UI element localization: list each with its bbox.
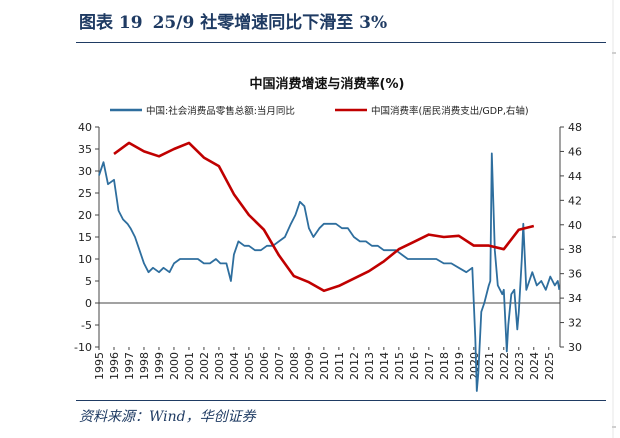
right-y-tick-label: 36 [568,268,582,281]
left-y-tick-label: 5 [85,275,92,288]
x-tick-label: 2007 [273,352,286,380]
x-tick-label: 2025 [543,352,556,380]
legend: 中国:社会消费品零售总额:当月同比 中国消费率(居民消费支出/GDP,右轴) [110,105,529,117]
right-edge-mark [612,236,616,238]
left-y-tick-label: 10 [78,253,92,266]
left-y-tick-label: 20 [78,209,92,222]
figure-title: 图表 19 25/9 社零增速同比下滑至 3% [79,8,397,33]
x-tick-label: 2018 [438,352,451,380]
x-tick-label: 2006 [258,352,271,380]
x-tick-label: 2010 [318,352,331,380]
right-y-tick-label: 30 [568,341,582,354]
series-line-retail-sales [98,152,561,392]
right-y-tick-label: 46 [568,145,582,158]
axes: 4035302520151050-5-104846444240383634323… [74,121,582,380]
right-edge-mark [612,52,616,54]
series-line-consumption-rate [113,141,535,293]
x-tick-label: 2014 [378,352,391,380]
x-tick-label: 2000 [168,352,181,380]
x-tick-label: 1999 [153,352,166,380]
title-divider [76,42,606,43]
right-y-tick-label: 42 [568,194,582,207]
source-divider [76,400,606,401]
left-y-tick-label: 35 [78,143,92,156]
left-y-tick-label: -5 [81,319,92,332]
x-tick-label: 1998 [138,352,151,380]
right-y-tick-label: 48 [568,121,582,134]
right-y-tick-label: 44 [568,170,582,183]
left-y-tick-label: -10 [74,341,92,354]
x-tick-label: 2024 [528,352,541,380]
x-tick-label: 2012 [348,352,361,380]
figure-label: 图表 19 [79,13,143,33]
right-y-tick-label: 38 [568,243,582,256]
x-tick-label: 2016 [408,352,421,380]
x-tick-label: 2003 [213,352,226,380]
figure-caption: 25/9 社零增速同比下滑至 3% [152,13,388,33]
x-tick-label: 2004 [228,352,241,380]
chart-title: 中国消费增速与消费率(%) [250,76,405,92]
right-y-tick-label: 32 [568,317,582,330]
x-tick-label: 2017 [423,352,436,380]
left-y-tick-label: 0 [85,297,92,310]
x-tick-label: 2009 [303,352,316,380]
right-y-tick-label: 40 [568,219,582,232]
x-tick-label: 2002 [198,352,211,380]
x-tick-label: 2011 [333,352,346,380]
x-tick-label: 2008 [288,352,301,380]
left-y-tick-label: 40 [78,121,92,134]
x-tick-label: 2023 [513,352,526,380]
x-tick-label: 2015 [393,352,406,380]
x-tick-label: 1997 [123,352,136,380]
series-group [98,141,561,392]
right-y-tick-label: 34 [568,292,582,305]
left-y-tick-label: 30 [78,165,92,178]
source-note: 资料来源：Wind，华创证券 [79,409,256,425]
x-tick-label: 2013 [363,352,376,380]
legend-label-consumption-rate: 中国消费率(居民消费支出/GDP,右轴) [371,105,529,117]
x-tick-label: 2021 [483,352,496,380]
right-edge-mark [612,426,616,428]
legend-label-sales: 中国:社会消费品零售总额:当月同比 [146,105,295,117]
left-y-tick-label: 15 [78,231,92,244]
x-tick-label: 1996 [108,352,121,380]
left-y-tick-label: 25 [78,187,92,200]
x-tick-label: 2001 [183,352,196,380]
x-tick-label: 1995 [93,352,106,380]
x-tick-label: 2005 [243,352,256,380]
x-tick-label: 2019 [453,352,466,380]
x-tick-label: 2022 [498,352,511,380]
right-edge-divider [612,0,614,438]
